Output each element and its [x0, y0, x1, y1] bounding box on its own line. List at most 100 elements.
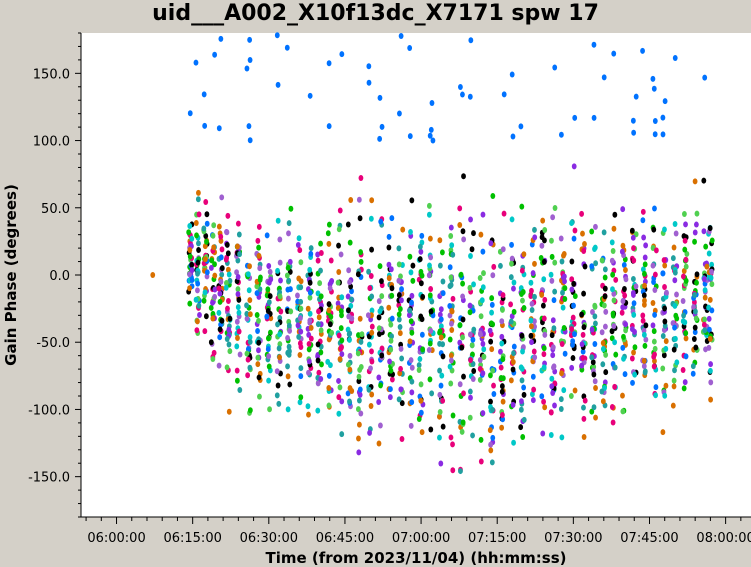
data-point	[438, 460, 444, 467]
data-point	[202, 256, 208, 263]
data-point	[438, 323, 444, 330]
data-point	[663, 338, 669, 345]
data-point	[621, 261, 627, 268]
data-point	[642, 282, 647, 289]
data-point	[632, 328, 637, 335]
data-point	[671, 346, 677, 353]
data-point	[235, 335, 240, 342]
data-point	[244, 65, 250, 72]
data-point	[234, 377, 240, 384]
data-point	[552, 64, 558, 71]
data-point	[601, 302, 607, 309]
data-point	[702, 316, 707, 323]
data-point	[592, 245, 597, 252]
data-point	[298, 284, 304, 291]
data-point	[267, 406, 272, 413]
data-point	[612, 364, 618, 371]
data-point	[286, 230, 291, 237]
data-point	[662, 262, 668, 269]
data-point	[561, 273, 567, 280]
data-point	[702, 327, 708, 334]
data-point	[622, 371, 628, 378]
data-point	[285, 334, 290, 341]
data-point	[326, 60, 332, 67]
data-point	[306, 358, 312, 365]
data-point	[219, 271, 225, 278]
data-point	[660, 332, 666, 339]
data-point	[388, 386, 393, 393]
data-point	[398, 365, 403, 372]
data-point	[529, 306, 535, 313]
data-point	[336, 242, 341, 249]
data-point	[368, 273, 374, 280]
data-point	[318, 376, 324, 383]
data-point	[558, 235, 564, 242]
data-point	[457, 222, 463, 229]
data-point	[212, 272, 218, 279]
data-point	[256, 252, 262, 259]
data-point	[706, 315, 712, 322]
data-point	[277, 259, 283, 266]
chart-title: uid___A002_X10f13dc_X7171 spw 17	[152, 1, 599, 26]
data-point	[672, 220, 678, 227]
data-point	[662, 283, 667, 290]
data-point	[426, 211, 432, 218]
data-point	[480, 284, 486, 291]
data-point	[690, 370, 696, 377]
data-point	[257, 265, 263, 272]
data-point	[208, 304, 214, 311]
data-point	[256, 347, 261, 354]
data-point	[427, 292, 433, 299]
data-point	[298, 394, 304, 401]
data-point	[458, 468, 463, 475]
data-point	[692, 238, 697, 245]
data-point	[244, 302, 249, 309]
y-tick-label: 150.0	[33, 67, 70, 82]
data-point	[650, 322, 656, 329]
data-point	[491, 390, 497, 397]
data-point	[601, 229, 607, 236]
data-point	[389, 292, 395, 299]
data-point	[397, 306, 403, 313]
data-point	[254, 311, 260, 318]
data-point	[196, 211, 202, 218]
data-point	[603, 351, 609, 358]
data-point	[458, 83, 463, 90]
data-point	[216, 125, 222, 132]
data-point	[651, 338, 657, 345]
data-point	[237, 351, 243, 358]
data-point	[579, 341, 585, 348]
data-point	[660, 131, 666, 138]
data-point	[571, 163, 577, 170]
data-point	[218, 278, 224, 285]
data-point	[295, 241, 301, 248]
data-point	[407, 307, 413, 314]
data-point	[406, 312, 412, 319]
data-point	[701, 275, 707, 282]
data-point	[640, 217, 646, 224]
data-point	[387, 394, 393, 401]
data-point	[428, 327, 434, 334]
data-point	[247, 311, 253, 318]
data-point	[641, 292, 647, 299]
data-point	[358, 175, 364, 182]
data-point	[541, 351, 547, 358]
data-point	[337, 356, 343, 363]
data-point	[708, 274, 714, 281]
data-point	[296, 275, 302, 282]
data-point	[429, 99, 435, 106]
data-point	[247, 338, 253, 345]
data-point	[460, 293, 466, 300]
data-point	[247, 263, 252, 270]
data-point	[187, 300, 193, 307]
data-point	[510, 366, 516, 373]
data-point	[318, 240, 323, 247]
data-point	[440, 290, 446, 297]
data-point	[234, 367, 240, 374]
data-point	[650, 262, 656, 269]
data-point	[187, 247, 193, 254]
data-point	[551, 297, 557, 304]
data-point	[652, 271, 658, 278]
data-point	[611, 323, 617, 330]
data-point	[339, 431, 345, 438]
